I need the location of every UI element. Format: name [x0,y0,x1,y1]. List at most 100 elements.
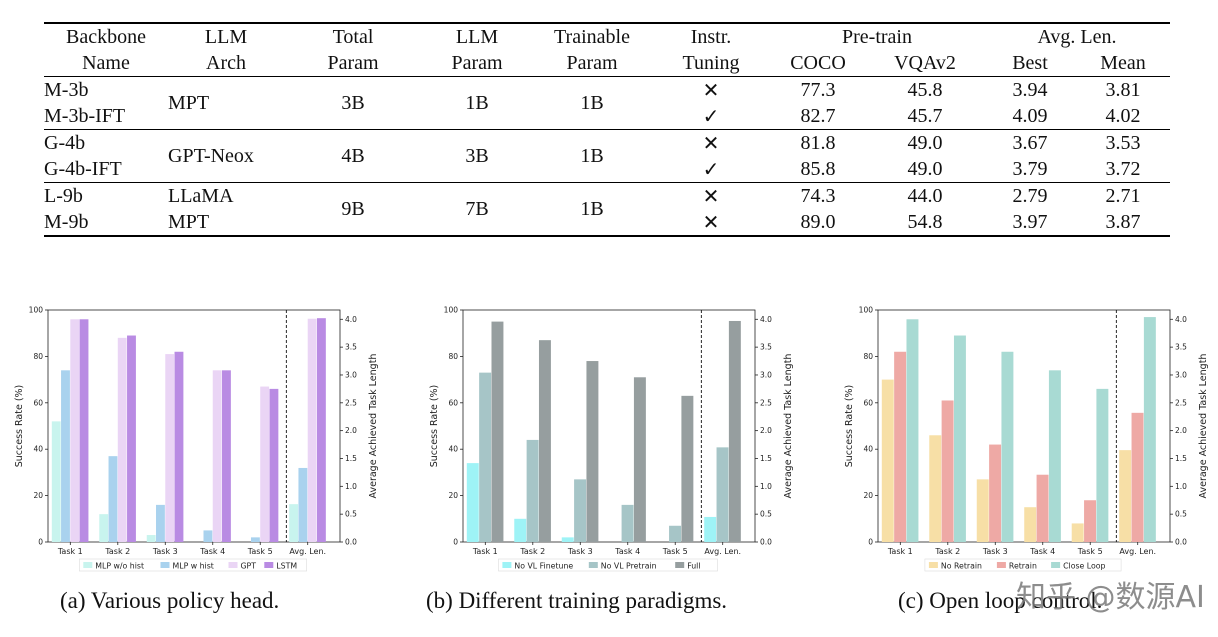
bar [250,537,260,542]
hdr-backbone: Backbone [66,26,146,48]
y-tick-label: 100 [29,306,44,315]
hdr-total-2: Param [327,52,379,74]
hdr-llm-param-2: Param [451,52,503,74]
results-table-wrap: Backbone LLM Total LLM Trainable Instr. … [44,22,1170,237]
bar [203,530,213,542]
bar [307,318,317,542]
x-tick-label: Task 4 [1029,547,1055,556]
bar [127,335,136,542]
bar [79,319,89,542]
row-llm: 7B [465,198,489,220]
y-axis-label: Success Rate (%) [429,385,440,468]
y-tick-label: 40 [863,445,873,454]
row-vqa: 54.8 [907,211,943,233]
y2-axis-label: Average Achieved Task Length [368,354,379,499]
bar [561,537,574,542]
legend-swatch [1051,562,1061,568]
row-vqa: 45.7 [907,105,943,127]
bar [491,321,504,542]
table-row: M-3b-IFT ✓ 82.7 45.7 4.09 4.02 [44,103,1170,130]
y2-tick-label: 1.5 [345,454,357,463]
row-vqa: 49.0 [907,132,943,154]
y-axis-label: Success Rate (%) [844,385,855,468]
y2-tick-label: 0.0 [345,538,357,547]
x-tick-label: Task 3 [152,547,178,556]
legend-label: LSTM [276,562,297,571]
legend-box [924,558,1122,572]
bar [929,435,942,542]
y2-tick-label: 0.5 [1175,510,1187,519]
chart-open-loop: 0 20 40 60 80 100 0.0 0.5 1.0 1.5 2.0 2.5 3.0 3.5 4.0 S… [844,306,1209,572]
row-best: 3.94 [1012,79,1048,101]
bar [1096,388,1109,542]
y-tick-label: 40 [448,445,458,454]
y2-tick-label: 3.0 [345,370,357,379]
legend-label: Close Loop [1063,562,1105,571]
row-mean: 3.72 [1105,158,1141,180]
x-tick-label: Task 1 [472,547,498,556]
hdr-arch: LLM [204,26,248,48]
y-tick-label: 80 [863,352,873,361]
y-tick-label: 20 [33,491,43,500]
bar [953,335,966,542]
legend-label: MLP w hist [173,562,214,571]
hdr-vqa: VQAv2 [894,52,956,74]
cross-icon: ✕ [702,131,720,155]
table-row: G-4b-IFT ✓ 85.8 49.0 3.79 3.72 [44,156,1170,183]
row-mean: 4.02 [1105,105,1141,127]
y2-tick-label: 2.0 [345,426,357,435]
x-tick-label: Task 4 [614,547,640,556]
x-tick-label: Task 2 [934,547,960,556]
legend-label: No VL Finetune [514,562,573,571]
table-row: M-3b MPT 3B 1B 1B ✕ 77.3 45.8 3.94 3.81 [44,76,1170,114]
bar [117,337,127,542]
bar [1001,351,1014,542]
legend-swatch [228,562,238,568]
y2-tick-label: 4.0 [345,315,357,324]
x-tick-label: Task 2 [519,547,545,556]
legend-swatch [502,562,512,568]
y2-axis-label: Average Achieved Task Length [783,354,794,499]
y-tick-label: 40 [33,445,43,454]
chart-policy-head: 0 20 40 60 80 100 0.0 0.5 1.0 1.5 2.0 2.5 3.0 3.5 4.0 S… [14,306,379,572]
row-arch: MPT [168,211,210,233]
caption-a: (a) Various policy head. [60,588,280,613]
row-arch: GPT-Neox [168,145,254,167]
bar [1048,370,1061,542]
y2-tick-label: 1.0 [345,482,357,491]
hdr-best: Best [1012,52,1048,74]
y2-tick-label: 0.0 [1175,538,1187,547]
y-tick-label: 80 [448,352,458,361]
bar [716,447,729,542]
row-coco: 82.7 [800,105,836,127]
legend-swatch [928,562,938,568]
legend-box [498,558,718,572]
bar [165,354,175,542]
x-tick-label: Task 1 [57,547,83,556]
legend-swatch [264,562,274,568]
row-best: 3.97 [1012,211,1048,233]
x-tick-label: Avg. Len. [704,547,741,556]
legend: MLP w/o hist MLP w hist GPT LSTM [79,558,307,572]
row-mean: 3.81 [1105,79,1141,101]
y2-tick-label: 3.0 [760,370,772,379]
hdr-pretrain: Pre-train [842,26,912,48]
row-llm: 1B [465,92,489,114]
bar [479,372,492,542]
y-tick-label: 0 [453,538,458,547]
bar [298,467,308,542]
x-tick-label: Task 5 [1077,547,1103,556]
bar [289,504,299,542]
y-tick-label: 0 [868,538,873,547]
legend-box [79,558,307,572]
bar [61,370,70,542]
bar [514,518,527,542]
row-arch: MPT [168,92,210,114]
bar [260,386,270,542]
bar [1119,450,1132,542]
y-tick-label: 60 [448,398,458,407]
bar [669,525,682,542]
bar [1024,507,1037,542]
plot-frame [877,309,1171,543]
y2-tick-label: 2.5 [760,398,772,407]
